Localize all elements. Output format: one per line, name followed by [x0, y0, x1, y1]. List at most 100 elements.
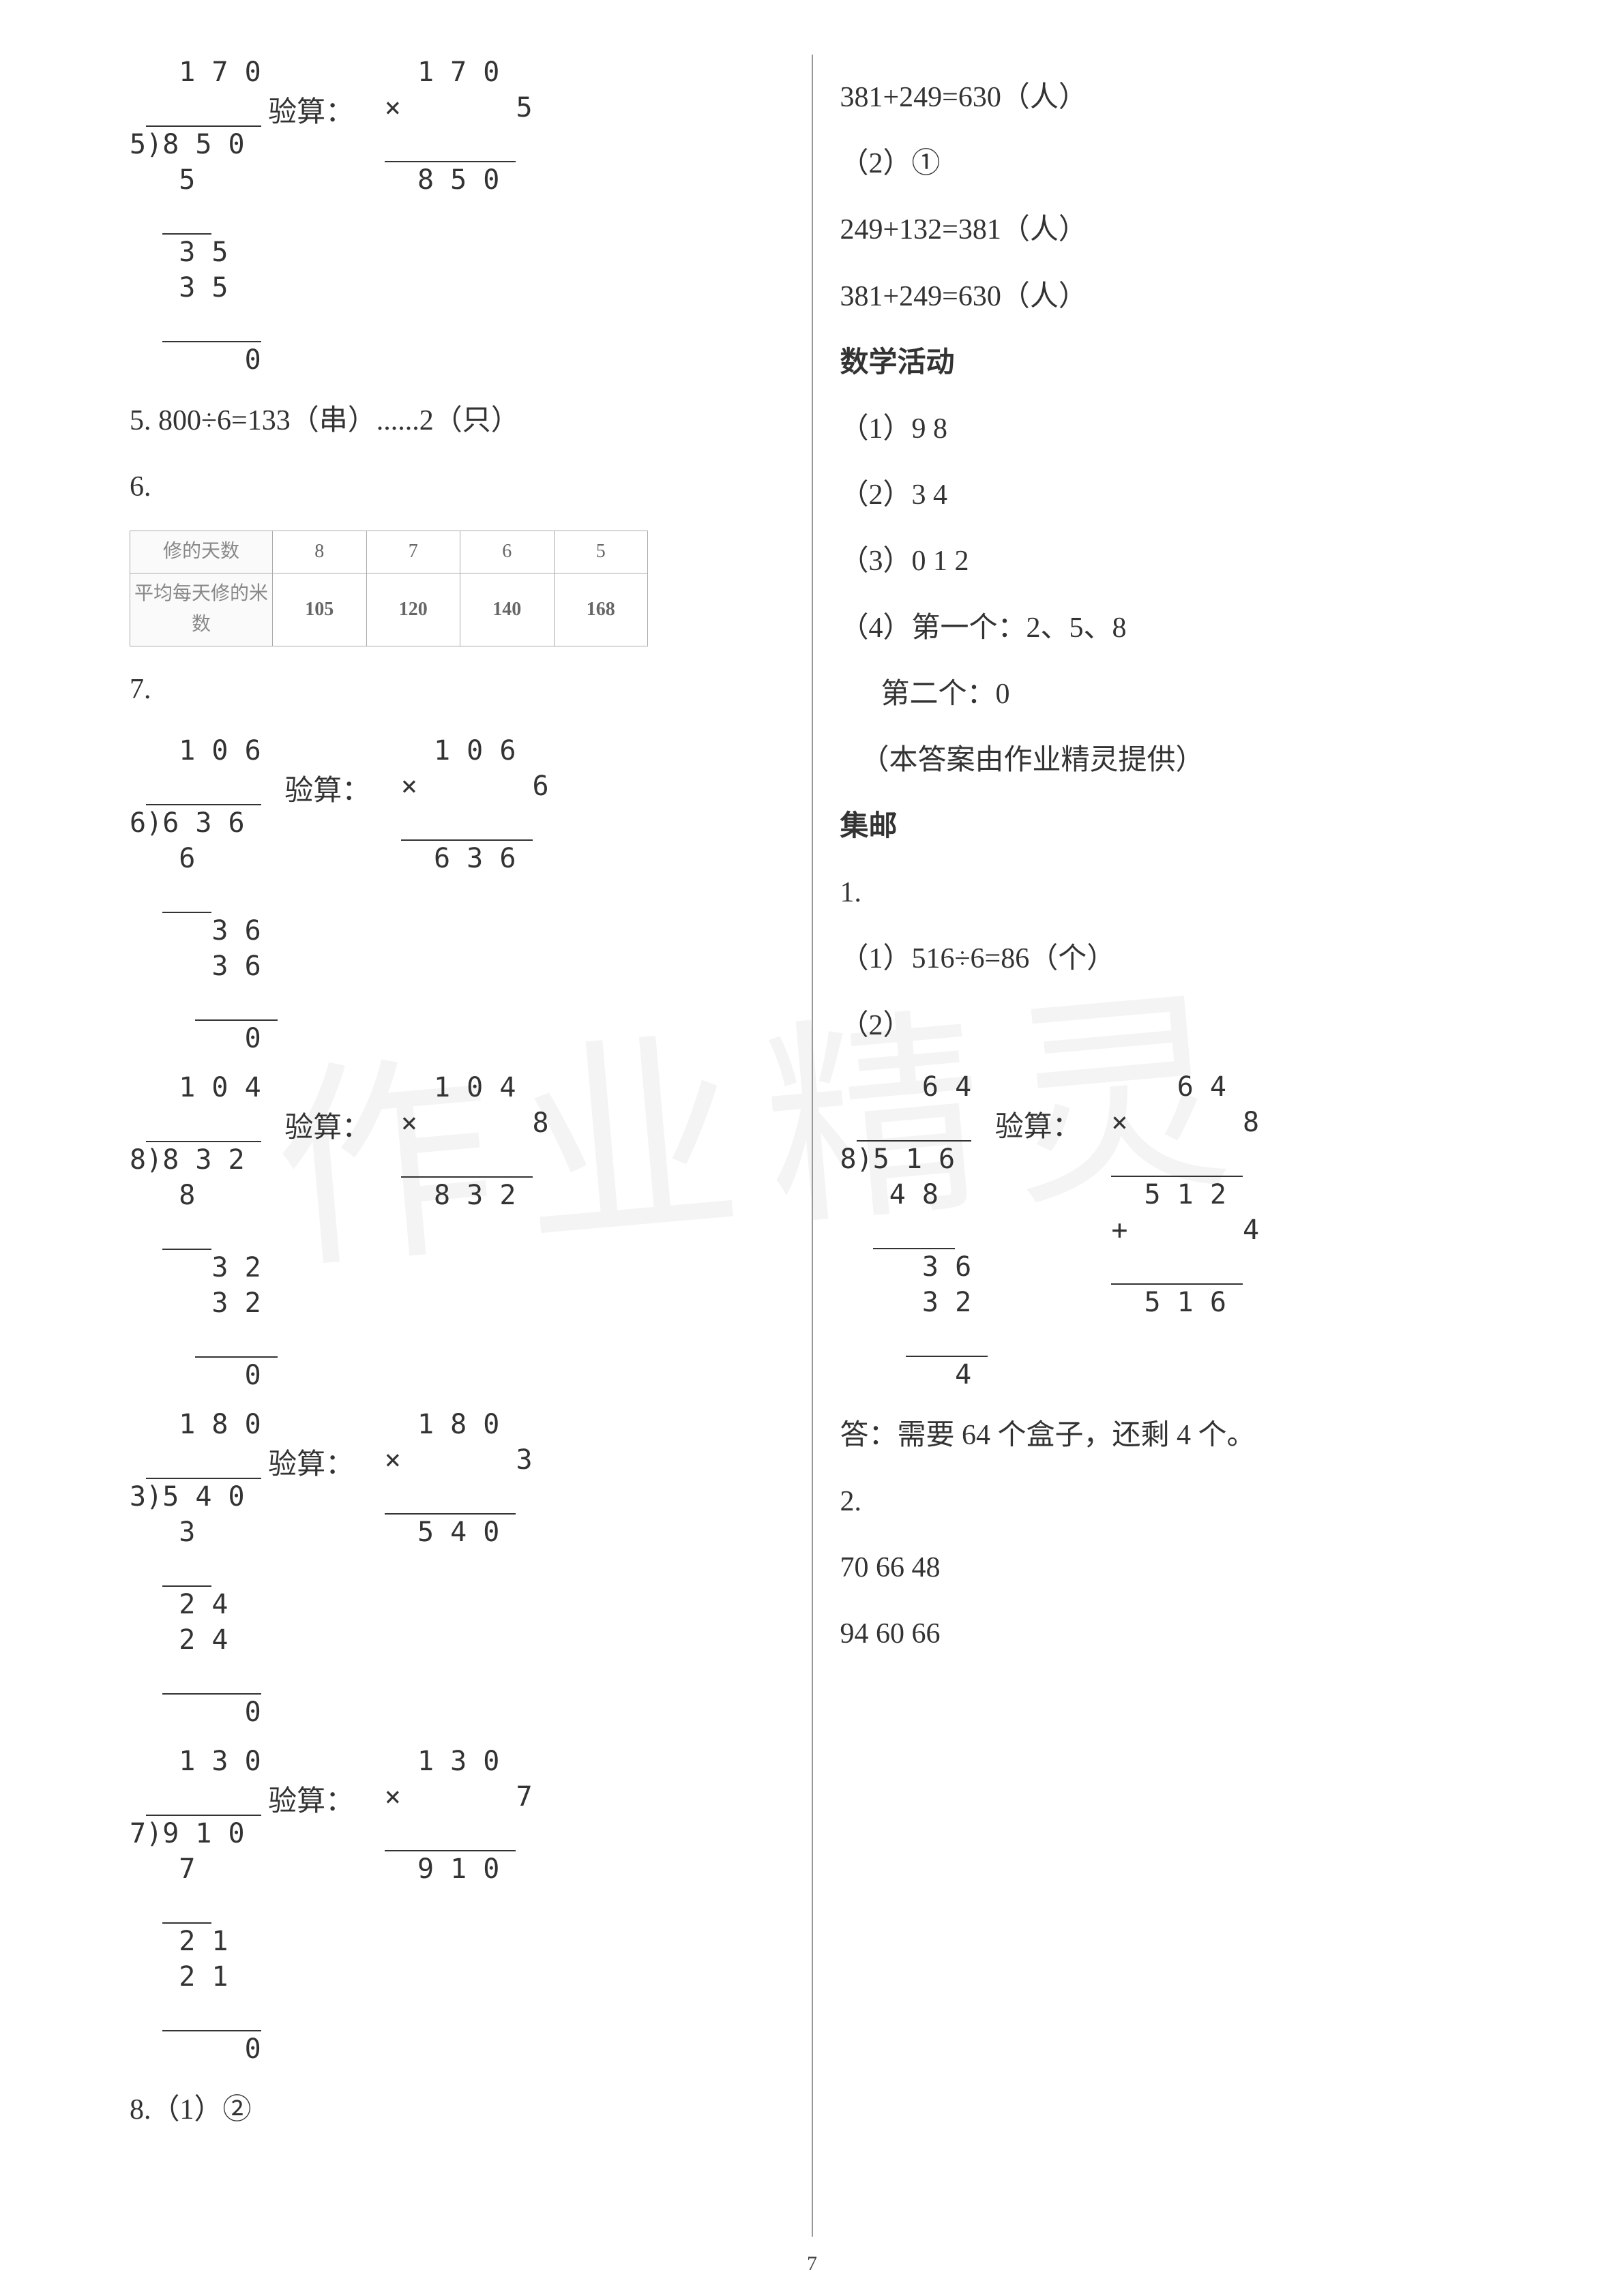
- divisor: 3: [130, 1481, 146, 1512]
- long-division-5: 1 3 0 7)9 1 0 7 2 1 2 1 0 验算： 1 3 0 × 7 …: [130, 1744, 784, 2067]
- header-days: 修的天数: [130, 531, 273, 573]
- check-result: 5 4 0: [417, 1517, 499, 1548]
- repair-table: 修的天数 8 7 6 5 平均每天修的米数 105 120 140 168: [130, 531, 648, 646]
- check-top: 1 8 0: [417, 1409, 499, 1440]
- check-result: 6 3 6: [434, 843, 516, 874]
- quotient: 1 7 0: [179, 57, 261, 88]
- dividend: 5 4 0: [162, 1481, 244, 1512]
- line: （4）第一个：2、5、8: [840, 606, 1495, 651]
- cell: 6: [460, 531, 555, 573]
- long-division-3: 1 0 4 8)8 3 2 8 3 2 3 2 0 验算： 1 0 4 × 8 …: [130, 1070, 784, 1393]
- problem-7: 7.: [130, 667, 784, 713]
- dividend: 8 5 0: [162, 129, 244, 160]
- right-column: 381+249=630（人） （2）① 249+132=381（人） 381+2…: [813, 55, 1522, 2237]
- check-mult: × 3: [385, 1444, 533, 1476]
- check-top: 1 7 0: [417, 57, 499, 88]
- row: 7: [179, 1853, 195, 1885]
- check-label: 验算：: [995, 1105, 1081, 1150]
- check-top: 1 3 0: [417, 1746, 499, 1777]
- table-row: 修的天数 8 7 6 5: [130, 531, 648, 573]
- row: 3 5: [179, 272, 228, 303]
- row: 2 4: [179, 1589, 228, 1620]
- line: （1）516÷6=86（个）: [840, 936, 1495, 982]
- quotient: 1 3 0: [179, 1746, 261, 1777]
- divisor: 8: [130, 1144, 146, 1176]
- check-mult: × 6: [401, 771, 549, 802]
- left-column: 1 7 0 5)8 5 0 5 3 5 3 5 0 验算： 1 7 0 × 5 …: [102, 55, 813, 2237]
- line: 381+249=630（人）: [840, 75, 1495, 121]
- row: 2 1: [179, 1961, 228, 1993]
- check-label: 验算：: [268, 1779, 354, 1825]
- line: 70 66 48: [840, 1545, 1495, 1591]
- row: 3 2: [922, 1287, 971, 1318]
- check-mult: × 8: [1111, 1107, 1259, 1138]
- row: 3 6: [211, 951, 261, 982]
- answer-line: 答：需要 64 个盒子，还剩 4 个。: [840, 1413, 1495, 1459]
- row: 3 5: [179, 237, 228, 268]
- cell: 120: [366, 573, 460, 646]
- check-label: 验算：: [268, 90, 354, 136]
- divisor: 8: [840, 1144, 857, 1175]
- section-heading: 集邮: [840, 804, 1495, 850]
- check-result: 9 1 0: [417, 1853, 499, 1885]
- row: 2 4: [179, 1624, 228, 1656]
- check-label: 验算：: [284, 1105, 370, 1151]
- cell: 7: [366, 531, 460, 573]
- cell: 105: [273, 573, 367, 646]
- cell: 5: [554, 531, 648, 573]
- check-mult: × 8: [401, 1107, 549, 1139]
- problem-8: 8.（1）②: [130, 2087, 784, 2133]
- check-label: 验算：: [284, 769, 370, 814]
- quotient: 1 0 6: [179, 735, 261, 766]
- quotient: 1 0 4: [179, 1072, 261, 1103]
- row: 4 8: [889, 1179, 939, 1210]
- line: （2）: [840, 1003, 1495, 1049]
- row: 6: [179, 843, 195, 874]
- line: 1.: [840, 870, 1495, 916]
- check-result: 8 5 0: [417, 164, 499, 196]
- header-meters: 平均每天修的米数: [130, 573, 273, 646]
- line: （2）3 4: [840, 473, 1495, 518]
- row: 0: [245, 344, 261, 376]
- quotient: 1 8 0: [179, 1409, 261, 1440]
- row: 3 2: [211, 1252, 261, 1283]
- dividend: 5 1 6: [873, 1144, 955, 1175]
- page-content: 1 7 0 5)8 5 0 5 3 5 3 5 0 验算： 1 7 0 × 5 …: [0, 0, 1624, 2264]
- row: 3 6: [211, 915, 261, 946]
- check-mult: × 7: [385, 1781, 533, 1813]
- divisor: 6: [130, 807, 146, 839]
- row: 0: [245, 1360, 261, 1391]
- line: 第二个：0: [840, 672, 1495, 717]
- check-top: 1 0 6: [434, 735, 516, 766]
- cell: 168: [554, 573, 648, 646]
- row: 0: [245, 1023, 261, 1054]
- quotient: 6 4: [922, 1071, 971, 1103]
- cell: 140: [460, 573, 555, 646]
- section-heading: 数学活动: [840, 340, 1495, 386]
- check-mult: × 5: [385, 92, 533, 123]
- problem-6: 6.: [130, 464, 784, 510]
- row: 0: [245, 2033, 261, 2065]
- row: 3 6: [922, 1251, 971, 1283]
- page-number: 7: [0, 2252, 1624, 2276]
- line: 381+249=630（人）: [840, 274, 1495, 320]
- cell: 8: [273, 531, 367, 573]
- line: （1）9 8: [840, 406, 1495, 452]
- dividend: 8 3 2: [162, 1144, 244, 1176]
- check-top: 1 0 4: [434, 1072, 516, 1103]
- dividend: 6 3 6: [162, 807, 244, 839]
- check-label: 验算：: [268, 1442, 354, 1488]
- line: 249+132=381（人）: [840, 207, 1495, 253]
- row: 3 2: [211, 1287, 261, 1319]
- line: （3）0 1 2: [840, 539, 1495, 584]
- long-division-4: 1 8 0 3)5 4 0 3 2 4 2 4 0 验算： 1 8 0 × 3 …: [130, 1407, 784, 1730]
- divisor: 5: [130, 129, 146, 160]
- check-result: 8 3 2: [434, 1180, 516, 1211]
- table-row: 平均每天修的米数 105 120 140 168: [130, 573, 648, 646]
- check-pre: 6 4: [1177, 1071, 1226, 1103]
- row: 2 1: [179, 1926, 228, 1957]
- row: 0: [245, 1697, 261, 1728]
- check-plus: + 4: [1111, 1214, 1259, 1246]
- problem-5: 5. 800÷6=133（串）......2（只）: [130, 398, 784, 444]
- line: 94 60 66: [840, 1611, 1495, 1657]
